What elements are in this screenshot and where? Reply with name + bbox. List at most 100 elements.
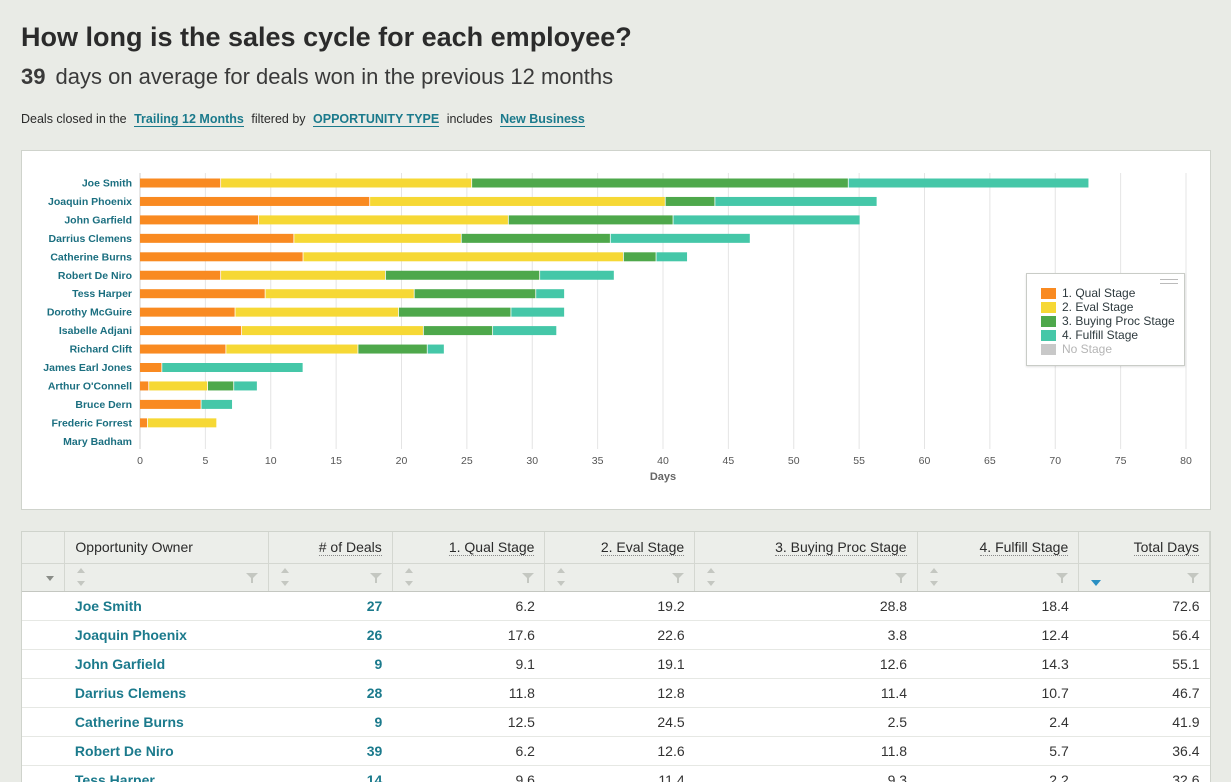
sort-icon[interactable] bbox=[281, 567, 290, 588]
table-row[interactable]: Darrius Clemens 28 11.8 12.8 11.4 10.7 46.7 bbox=[22, 678, 1210, 708]
owner-link[interactable]: Robert De Niro bbox=[64, 736, 269, 766]
category-label[interactable]: Darrius Clemens bbox=[49, 233, 133, 245]
deals-count-link[interactable]: 27 bbox=[268, 591, 393, 621]
bar-segment bbox=[140, 233, 294, 243]
sort-icon[interactable] bbox=[557, 567, 566, 588]
column-header-total[interactable]: Total Days bbox=[1078, 532, 1210, 563]
fulfill-cell: 5.7 bbox=[917, 736, 1079, 766]
sort-descending-icon[interactable] bbox=[1091, 568, 1102, 588]
category-label[interactable]: Mary Badham bbox=[63, 436, 132, 448]
sort-icon[interactable] bbox=[77, 567, 86, 588]
table-row[interactable]: John Garfield 9 9.1 19.1 12.6 14.3 55.1 bbox=[22, 649, 1210, 679]
column-header-fulfill[interactable]: 4. Fulfill Stage bbox=[917, 532, 1080, 563]
owner-link[interactable]: Darrius Clemens bbox=[64, 678, 269, 708]
category-label[interactable]: Frederic Forrest bbox=[51, 417, 132, 429]
filter-middle: filtered by bbox=[251, 112, 306, 126]
bar-segment bbox=[398, 307, 511, 317]
row-spacer-cell bbox=[22, 765, 65, 782]
deals-count-link[interactable]: 28 bbox=[268, 678, 393, 708]
column-header-label: 2. Eval Stage bbox=[600, 539, 685, 557]
total-cell: 72.6 bbox=[1078, 591, 1210, 621]
bar-segment bbox=[461, 233, 610, 243]
buying-cell: 11.8 bbox=[694, 736, 918, 766]
column-header-deals[interactable]: # of Deals bbox=[268, 532, 393, 563]
owner-link[interactable]: Catherine Burns bbox=[64, 707, 269, 737]
filter-icon[interactable] bbox=[246, 572, 259, 584]
page-title: How long is the sales cycle for each emp… bbox=[21, 22, 632, 52]
field-filter-link[interactable]: OPPORTUNITY TYPE bbox=[313, 112, 440, 127]
bar-segment bbox=[140, 178, 221, 188]
category-label[interactable]: Isabelle Adjani bbox=[59, 325, 132, 337]
filter-cell-total bbox=[1078, 562, 1210, 592]
category-label[interactable]: Catherine Burns bbox=[50, 251, 132, 263]
legend-item-fulfill[interactable]: 4. Fulfill Stage bbox=[1041, 328, 1184, 342]
table-row[interactable]: Joaquin Phoenix 26 17.6 22.6 3.8 12.4 56.4 bbox=[22, 620, 1210, 650]
category-label[interactable]: Arthur O'Connell bbox=[48, 380, 132, 392]
bar-segment bbox=[226, 344, 358, 354]
table-row[interactable]: Joe Smith 27 6.2 19.2 28.8 18.4 72.6 bbox=[22, 591, 1210, 621]
column-header-qual[interactable]: 1. Qual Stage bbox=[392, 532, 546, 563]
qual-cell: 11.8 bbox=[392, 678, 545, 708]
table-row[interactable]: Catherine Burns 9 12.5 24.5 2.5 2.4 41.9 bbox=[22, 707, 1210, 737]
data-table-panel: Opportunity Owner # of Deals 1. Qual Sta… bbox=[21, 531, 1211, 782]
row-spacer-cell bbox=[22, 707, 65, 737]
total-cell: 56.4 bbox=[1078, 620, 1210, 650]
chart-legend[interactable]: 1. Qual Stage 2. Eval Stage 3. Buying Pr… bbox=[1026, 273, 1185, 366]
qual-cell: 12.5 bbox=[392, 707, 545, 737]
column-header-buying[interactable]: 3. Buying Proc Stage bbox=[694, 532, 918, 563]
owner-link[interactable]: Tess Harper bbox=[64, 765, 269, 782]
legend-item-qual[interactable]: 1. Qual Stage bbox=[1041, 286, 1184, 300]
category-label[interactable]: John Garfield bbox=[64, 214, 132, 226]
row-menu-cell[interactable] bbox=[22, 562, 66, 592]
sort-icon[interactable] bbox=[929, 567, 938, 588]
legend-item-no-stage[interactable]: No Stage bbox=[1041, 342, 1184, 356]
fulfill-cell: 2.2 bbox=[917, 765, 1079, 782]
value-filter-link[interactable]: New Business bbox=[500, 112, 585, 127]
filter-icon[interactable] bbox=[672, 572, 685, 584]
bar-segment bbox=[140, 252, 303, 262]
sort-icon[interactable] bbox=[404, 567, 413, 588]
x-tick-label: 40 bbox=[657, 455, 669, 467]
category-label[interactable]: Robert De Niro bbox=[58, 270, 132, 282]
bar-segment bbox=[665, 196, 715, 206]
category-label[interactable]: Joe Smith bbox=[82, 178, 132, 190]
chevron-down-icon[interactable] bbox=[46, 575, 54, 581]
filter-icon[interactable] bbox=[1056, 572, 1069, 584]
legend-item-eval[interactable]: 2. Eval Stage bbox=[1041, 300, 1184, 314]
deals-count-link[interactable]: 9 bbox=[268, 649, 393, 679]
category-label[interactable]: Tess Harper bbox=[72, 288, 132, 300]
category-label[interactable]: Richard Clift bbox=[70, 344, 133, 356]
category-label[interactable]: Bruce Dern bbox=[75, 399, 132, 411]
bar-segment bbox=[427, 344, 444, 354]
x-tick-label: 25 bbox=[461, 455, 473, 467]
owner-link[interactable]: Joe Smith bbox=[64, 591, 269, 621]
period-filter-link[interactable]: Trailing 12 Months bbox=[134, 112, 244, 127]
bar-segment bbox=[258, 215, 508, 225]
drag-handle-icon[interactable] bbox=[1160, 279, 1178, 284]
filter-icon[interactable] bbox=[522, 572, 535, 584]
table-row[interactable]: Tess Harper 14 9.6 11.4 9.3 2.2 32.6 bbox=[22, 765, 1210, 782]
column-header-owner[interactable]: Opportunity Owner bbox=[64, 532, 270, 563]
x-axis-label: Days bbox=[650, 471, 676, 483]
filter-icon[interactable] bbox=[369, 572, 382, 584]
eval-cell: 12.6 bbox=[544, 736, 695, 766]
deals-count-link[interactable]: 26 bbox=[268, 620, 393, 650]
deals-count-link[interactable]: 9 bbox=[268, 707, 393, 737]
deals-count-link[interactable]: 14 bbox=[268, 765, 393, 782]
legend-label: 3. Buying Proc Stage bbox=[1062, 314, 1175, 328]
filter-icon[interactable] bbox=[894, 572, 907, 584]
category-label[interactable]: Dorothy McGuire bbox=[47, 307, 132, 319]
total-cell: 32.6 bbox=[1078, 765, 1210, 782]
column-header-eval[interactable]: 2. Eval Stage bbox=[544, 532, 696, 563]
filter-icon[interactable] bbox=[1187, 572, 1199, 584]
sort-icon[interactable] bbox=[707, 567, 716, 588]
owner-link[interactable]: Joaquin Phoenix bbox=[64, 620, 269, 650]
category-label[interactable]: James Earl Jones bbox=[43, 362, 132, 374]
qual-cell: 9.6 bbox=[392, 765, 545, 782]
owner-link[interactable]: John Garfield bbox=[64, 649, 269, 679]
deals-count-link[interactable]: 39 bbox=[268, 736, 393, 766]
legend-item-buying[interactable]: 3. Buying Proc Stage bbox=[1041, 314, 1184, 328]
table-row[interactable]: Robert De Niro 39 6.2 12.6 11.8 5.7 36.4 bbox=[22, 736, 1210, 766]
category-label[interactable]: Joaquin Phoenix bbox=[48, 196, 132, 208]
bar-segment bbox=[140, 381, 149, 391]
